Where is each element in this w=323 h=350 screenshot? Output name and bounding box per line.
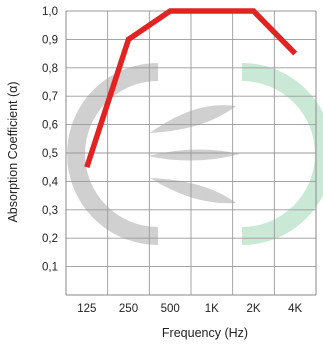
y-tick-label: 0,5 bbox=[42, 148, 58, 160]
y-tick-labels: 0,1 0,2 0,3 0,4 0,5 0,6 0,7 0,8 0,9 1,0 bbox=[42, 6, 59, 274]
x-axis-label: Frequency (Hz) bbox=[162, 326, 248, 340]
x-tick-label: 500 bbox=[161, 303, 180, 315]
x-tick-label: 250 bbox=[119, 303, 138, 315]
watermark-blade-top bbox=[150, 105, 236, 133]
grid bbox=[66, 11, 316, 295]
y-tick-label: 0,9 bbox=[42, 34, 58, 46]
x-tick-label: 2K bbox=[246, 303, 260, 315]
x-tick-label: 4K bbox=[288, 303, 302, 315]
x-tick-label: 1K bbox=[205, 303, 219, 315]
y-tick-label: 0,2 bbox=[42, 233, 58, 245]
y-tick-label: 0,4 bbox=[42, 176, 59, 188]
y-tick-label: 0,8 bbox=[42, 63, 58, 75]
x-tick-labels: 125 250 500 1K 2K 4K bbox=[77, 303, 302, 315]
y-axis-label: Absorption Coefficient (α) bbox=[6, 81, 20, 222]
y-tick-label: 0,6 bbox=[42, 120, 58, 132]
y-tick-label: 0,7 bbox=[42, 91, 58, 103]
y-tick-label: 1,0 bbox=[42, 6, 58, 18]
y-tick-label: 0,3 bbox=[42, 205, 58, 217]
watermark-blade-middle bbox=[148, 149, 240, 160]
y-tick-label: 0,1 bbox=[42, 262, 58, 274]
x-tick-label: 125 bbox=[77, 303, 96, 315]
